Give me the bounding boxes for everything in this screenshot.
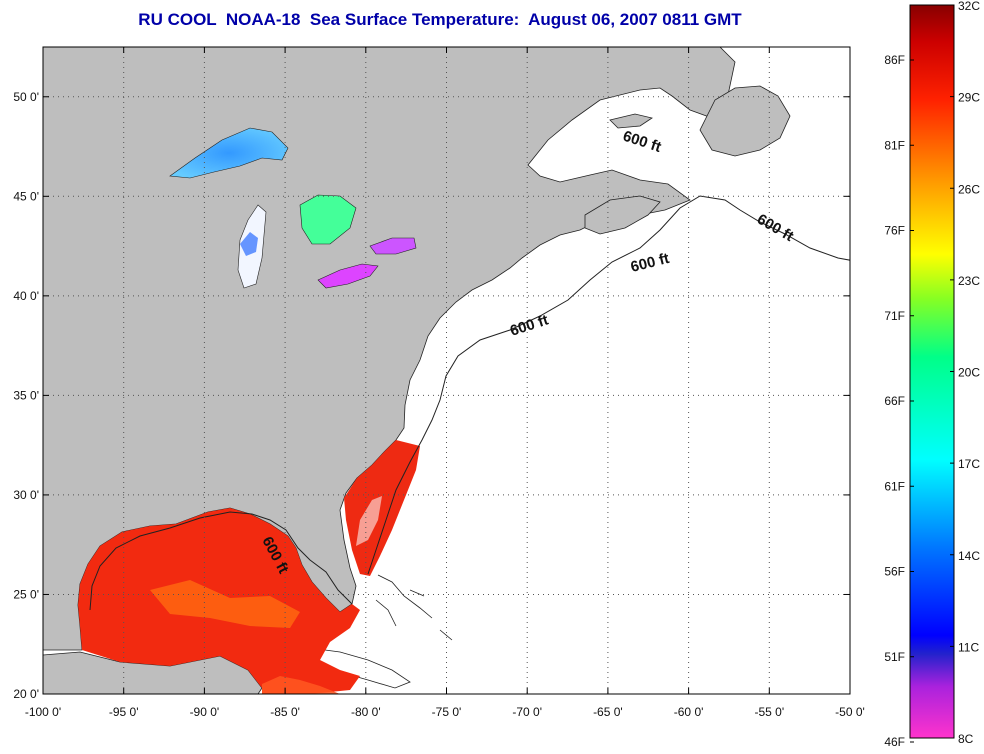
fahrenheit-label: 56F	[884, 565, 905, 579]
bahamas	[375, 574, 453, 641]
newfoundland	[699, 85, 791, 157]
lake-huron	[299, 194, 357, 245]
fahrenheit-scale-labels: 86F 81F 76F 71F 66F 61F 56F 51F 46F	[884, 53, 914, 749]
fahrenheit-label: 76F	[884, 224, 905, 238]
fahrenheit-label: 81F	[884, 138, 905, 152]
lake-erie	[317, 263, 379, 289]
lon-tick-label: -60 0'	[674, 705, 704, 719]
lon-tick-label: -85 0'	[270, 705, 300, 719]
lon-tick-label: -70 0'	[512, 705, 542, 719]
fahrenheit-label: 46F	[884, 735, 905, 749]
nova-scotia	[584, 195, 661, 235]
longitude-labels: -100 0' -95 0' -90 0' -85 0' -80 0' -75 0' -70…	[25, 47, 865, 719]
fahrenheit-label: 51F	[884, 650, 905, 664]
lon-tick-label: -80 0'	[351, 705, 381, 719]
lat-tick-label: 45 0'	[13, 189, 39, 203]
lon-tick-label: -55 0'	[754, 705, 784, 719]
fahrenheit-label: 66F	[884, 394, 905, 408]
depth-contour-600ft	[89, 195, 850, 611]
lat-tick-label: 30 0'	[13, 488, 39, 502]
lon-tick-label: -90 0'	[190, 705, 220, 719]
fahrenheit-label: 71F	[884, 309, 905, 323]
lat-tick-label: 20 0'	[13, 687, 39, 701]
gulf-sst-orange-patch	[150, 580, 300, 628]
celsius-label: 26C	[958, 182, 980, 196]
celsius-label: 32C	[958, 0, 980, 13]
lon-tick-label: -100 0'	[25, 705, 61, 719]
celsius-label: 20C	[958, 366, 980, 380]
lat-tick-label: 40 0'	[13, 289, 39, 303]
color-scale-bar	[909, 4, 955, 739]
celsius-label: 8C	[958, 732, 974, 746]
lon-tick-label: -75 0'	[432, 705, 462, 719]
lake-michigan-sst	[240, 232, 258, 256]
celsius-label: 23C	[958, 274, 980, 288]
fahrenheit-label: 61F	[884, 479, 905, 493]
celsius-label: 14C	[958, 549, 980, 563]
lake-superior	[169, 127, 289, 179]
celsius-label: 29C	[958, 91, 980, 105]
celsius-label: 11C	[958, 640, 979, 654]
lake-ontario	[369, 237, 417, 255]
lat-tick-label: 50 0'	[13, 90, 39, 104]
lat-tick-label: 35 0'	[13, 388, 39, 402]
fahrenheit-label: 86F	[884, 53, 905, 67]
lat-tick-label: 25 0'	[13, 587, 39, 601]
latitude-labels: 20 0' 25 0' 30 0' 35 0' 40 0' 45 0' 50 0'	[13, 90, 850, 701]
celsius-scale-labels: 32C 29C 26C 23C 20C 17C 14C 11C 8C	[950, 0, 980, 746]
atlantic-sst-cool-patch	[356, 496, 382, 546]
map-title: RU COOL NOAA-18 Sea Surface Temperature:…	[138, 10, 742, 29]
lon-tick-label: -50 0'	[835, 705, 865, 719]
anticosti-island	[609, 113, 653, 129]
lon-tick-label: -95 0'	[109, 705, 139, 719]
celsius-label: 17C	[958, 457, 980, 471]
yucatan-sst-patch	[262, 676, 340, 694]
lon-tick-label: -65 0'	[593, 705, 623, 719]
